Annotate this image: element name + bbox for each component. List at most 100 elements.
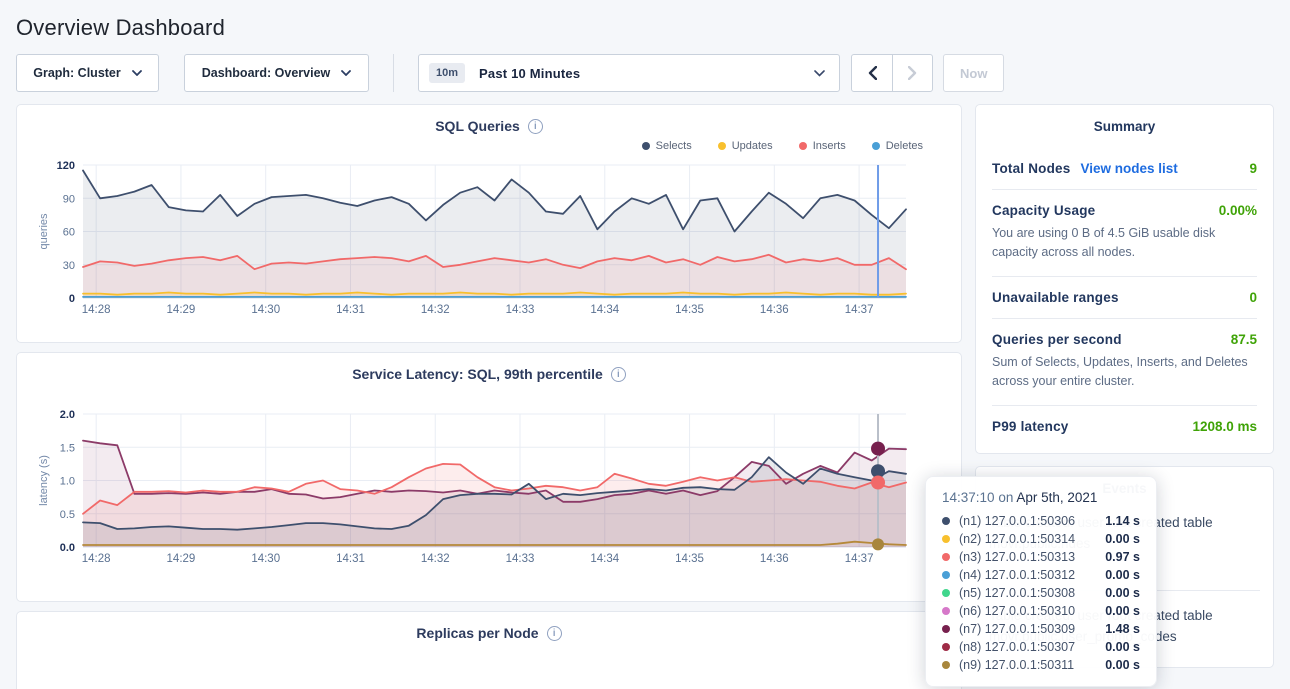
sql-queries-title: SQL Queries [435,118,520,134]
time-step-back-button[interactable] [852,55,892,91]
svg-text:14:35: 14:35 [675,304,704,316]
svg-text:0.5: 0.5 [60,509,75,521]
summary-row-total-nodes: Total Nodes View nodes list 9 [992,148,1257,189]
tooltip-node-list: (n1) 127.0.0.1:50306 1.14 s (n2) 127.0.0.1… [942,512,1140,674]
capacity-usage-label: Capacity Usage [992,203,1095,218]
legend-dot [718,142,726,150]
info-icon[interactable]: i [547,626,562,641]
svg-text:30: 30 [63,260,75,272]
node-color-dot [942,625,950,633]
node-latency-value: 1.14 s [1105,514,1140,528]
node-address: (n8) 127.0.0.1:50307 [959,640,1075,654]
legend-dot [642,142,650,150]
time-step-buttons [851,54,933,92]
total-nodes-value: 9 [1249,161,1257,176]
time-range-dropdown[interactable]: 10m Past 10 Minutes [418,54,840,92]
tooltip-node-row: (n8) 127.0.0.1:503070.00 s [942,638,1140,656]
time-step-forward-button[interactable] [892,55,932,91]
legend-item-updates[interactable]: Updates [718,140,773,152]
node-color-dot [942,589,950,597]
svg-text:14:29: 14:29 [167,553,196,565]
graph-scope-dropdown[interactable]: Graph: Cluster [16,54,159,92]
svg-text:14:33: 14:33 [506,553,535,565]
queries-per-second-description: Sum of Selects, Updates, Inserts, and De… [992,353,1257,392]
tooltip-node-row: (n5) 127.0.0.1:503080.00 s [942,584,1140,602]
svg-text:queries: queries [38,213,50,250]
info-icon[interactable]: i [528,119,543,134]
tooltip-timestamp: 14:37:10 on Apr 5th, 2021 [942,490,1140,505]
svg-text:latency (s): latency (s) [38,455,50,506]
total-nodes-label: Total Nodes [992,161,1070,176]
node-color-dot [942,661,950,669]
service-latency-chart[interactable]: 14:2814:2914:3014:3114:3214:3314:3414:35… [33,405,945,571]
legend-label: Inserts [813,140,846,152]
node-latency-value: 1.48 s [1105,622,1140,636]
sql-queries-chart[interactable]: 14:2814:2914:3014:3114:3214:3314:3414:35… [33,156,945,322]
node-address: (n4) 127.0.0.1:50312 [959,568,1075,582]
tooltip-node-row: (n3) 127.0.0.1:50313 0.97 s [942,548,1140,566]
node-address: (n9) 127.0.0.1:50311 [959,658,1074,672]
summary-row-unavailable-ranges: Unavailable ranges 0 [992,276,1257,318]
node-latency-value: 0.00 s [1105,604,1140,618]
unavailable-ranges-value: 0 [1249,290,1257,305]
node-latency-value: 0.00 s [1105,532,1140,546]
legend-item-deletes[interactable]: Deletes [872,140,923,152]
svg-text:120: 120 [57,160,75,172]
svg-text:14:33: 14:33 [506,304,535,316]
svg-text:14:30: 14:30 [251,304,280,316]
node-color-dot [942,571,950,579]
legend-label: Deletes [886,140,923,152]
dashboard-select-label: Dashboard: Overview [202,66,331,80]
node-color-dot [942,517,950,525]
node-address: (n7) 127.0.0.1:50309 [959,622,1075,636]
replicas-per-node-panel: Replicas per Node i [16,611,962,689]
sql-queries-legend: Selects Updates Inserts Deletes [33,137,945,155]
page-title: Overview Dashboard [0,0,1290,41]
node-latency-value: 0.00 s [1105,658,1140,672]
now-button[interactable]: Now [943,54,1004,92]
tooltip-node-row: (n2) 127.0.0.1:50314 0.00 s [942,530,1140,548]
unavailable-ranges-label: Unavailable ranges [992,290,1119,305]
svg-text:60: 60 [63,227,75,239]
capacity-usage-description: You are using 0 B of 4.5 GiB usable disk… [992,224,1257,263]
service-latency-panel: Service Latency: SQL, 99th percentile i … [16,352,962,602]
svg-text:14:34: 14:34 [590,304,619,316]
time-range-label: Past 10 Minutes [479,66,814,81]
summary-panel: Summary Total Nodes View nodes list 9 Ca… [975,104,1274,454]
svg-text:14:37: 14:37 [845,553,874,565]
chart-hover-tooltip: 14:37:10 on Apr 5th, 2021 (n1) 127.0.0.1… [925,476,1157,687]
node-latency-value: 0.97 s [1105,550,1140,564]
svg-text:90: 90 [63,193,75,205]
node-address: (n6) 127.0.0.1:50310 [959,604,1075,618]
sql-queries-panel: SQL Queries i Selects Updates Inserts Delet… [16,104,962,343]
svg-text:1.5: 1.5 [60,442,75,454]
node-color-dot [942,535,950,543]
tooltip-node-row: (n6) 127.0.0.1:50310 0.00 s [942,602,1140,620]
service-latency-title: Service Latency: SQL, 99th percentile [352,366,603,382]
node-address: (n3) 127.0.0.1:50313 [959,550,1075,564]
view-nodes-list-link[interactable]: View nodes list [1080,161,1177,176]
node-address: (n5) 127.0.0.1:50308 [959,586,1075,600]
node-address: (n1) 127.0.0.1:50306 [959,514,1075,528]
svg-text:0.0: 0.0 [60,542,75,554]
tooltip-time: 14:37:10 [942,490,995,505]
svg-text:14:28: 14:28 [82,553,111,565]
node-color-dot [942,643,950,651]
node-color-dot [942,607,950,615]
dashboard-select-dropdown[interactable]: Dashboard: Overview [184,54,369,92]
svg-text:2.0: 2.0 [60,409,75,421]
tooltip-node-row: (n7) 127.0.0.1:50309 1.48 s [942,620,1140,638]
svg-text:14:31: 14:31 [336,304,365,316]
svg-text:14:32: 14:32 [421,304,450,316]
node-address: (n2) 127.0.0.1:50314 [959,532,1075,546]
svg-text:14:36: 14:36 [760,304,789,316]
legend-item-inserts[interactable]: Inserts [799,140,846,152]
svg-text:14:32: 14:32 [421,553,450,565]
chevron-down-icon [814,70,825,77]
chevron-right-icon [908,66,917,80]
info-icon[interactable]: i [611,367,626,382]
tooltip-date: Apr 5th, 2021 [1016,490,1097,505]
summary-title: Summary [992,119,1257,134]
legend-item-selects[interactable]: Selects [642,140,692,152]
svg-text:1.0: 1.0 [60,476,75,488]
